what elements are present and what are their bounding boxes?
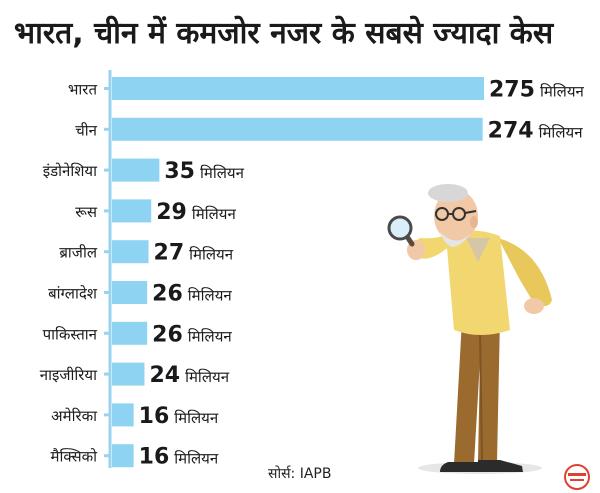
old-man-magnifier-illustration (387, 184, 552, 474)
category-label: इंडोनेशिया (43, 162, 98, 180)
data-label: 35 मिलियन (164, 159, 244, 184)
category-label: बांग्लादेश (48, 285, 98, 303)
data-label: 24 मिलियन (149, 363, 229, 388)
bar (112, 362, 145, 386)
data-label: 16 मिलियन (139, 404, 219, 429)
bar (112, 240, 149, 264)
data-label: 27 मिलियन (154, 241, 234, 266)
data-label: 26 मिलियन (152, 322, 232, 347)
source-label: सोर्स: IAPB (268, 466, 332, 482)
category-label: नाइजीरिया (40, 366, 98, 384)
bar (112, 117, 483, 141)
chart-title: भारत, चीन में कमजोर नजर के सबसे ज्यादा क… (14, 16, 554, 51)
category-label: चीन (75, 121, 97, 139)
category-label: अमेरिका (51, 407, 98, 425)
data-label: 275 मिलियन (489, 78, 585, 103)
bar (112, 403, 134, 427)
category-label: मैक्सिको (51, 448, 99, 466)
bar (112, 199, 152, 223)
data-label: 26 मिलियन (152, 282, 232, 307)
bar (112, 158, 160, 182)
bar (112, 321, 148, 345)
data-label: 16 मिलियन (139, 445, 219, 470)
category-label: ब्राजील (59, 244, 97, 262)
bar (112, 77, 484, 100)
bar (112, 444, 134, 468)
category-label: पाकिस्तान (43, 325, 98, 343)
category-label: रूस (75, 203, 98, 221)
data-label: 29 मिलियन (156, 200, 236, 225)
dainik-bhaskar-logo (564, 464, 590, 490)
data-label: 274 मिलियन (488, 118, 584, 143)
bar (112, 281, 148, 304)
category-label: भारत (68, 81, 98, 99)
